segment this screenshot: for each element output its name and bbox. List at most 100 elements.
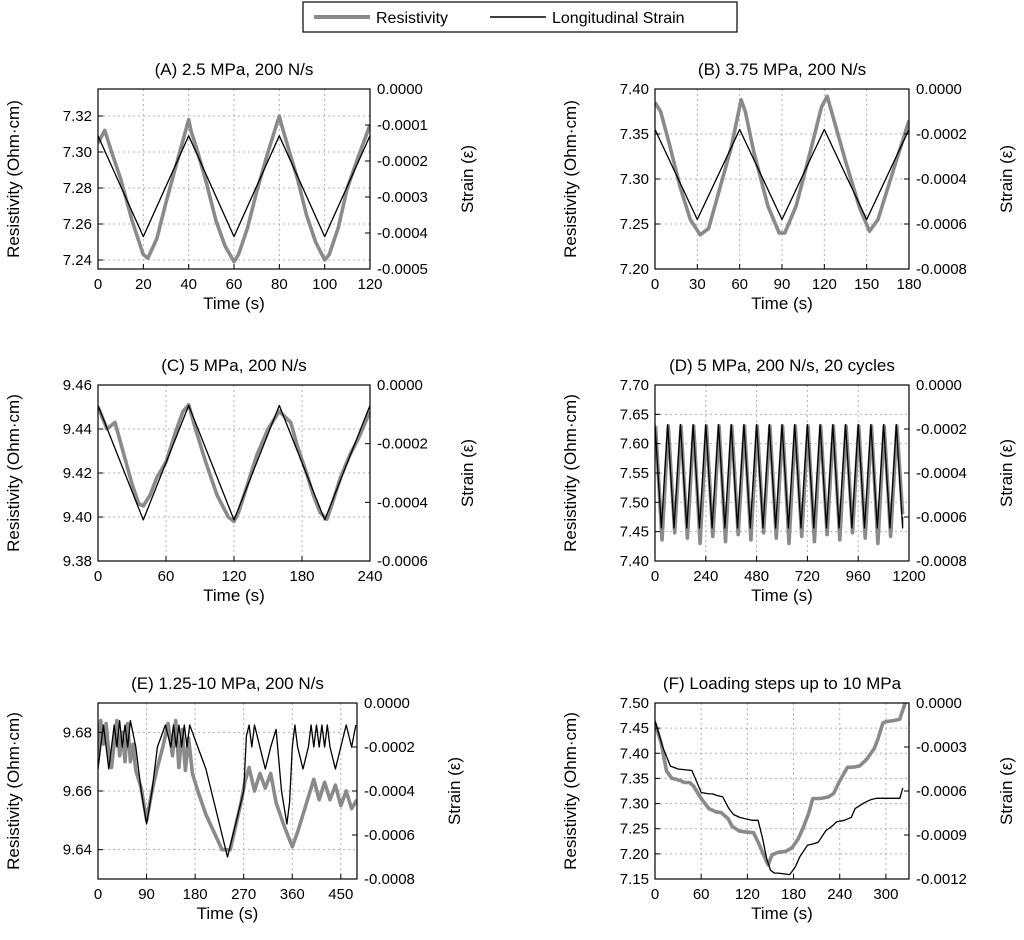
y-right-tick-label: -0.0009 <box>916 827 967 844</box>
y-right-tick-label: -0.0006 <box>364 827 415 844</box>
y-left-tick-label: 9.46 <box>63 377 92 394</box>
x-tick-label: 60 <box>158 568 175 585</box>
y-right-tick-label: 0.0000 <box>364 695 410 712</box>
x-tick-label: 180 <box>289 568 314 585</box>
y-right-tick-label: -0.0008 <box>916 553 967 570</box>
y-right-tick-label: -0.0002 <box>916 421 967 438</box>
y-right-tick-label: -0.0003 <box>377 189 428 206</box>
panel-title: (A) 2.5 MPa, 200 N/s <box>155 60 314 79</box>
y-right-axis-label: Strain (ε) <box>997 757 1016 825</box>
y-right-tick-label: -0.0004 <box>364 783 415 800</box>
y-right-tick-label: -0.0004 <box>377 225 428 242</box>
y-right-axis-label: Strain (ε) <box>458 439 477 507</box>
x-tick-label: 270 <box>231 886 256 903</box>
y-left-tick-label: 7.35 <box>620 770 649 787</box>
x-tick-label: 120 <box>221 568 246 585</box>
y-right-tick-label: -0.0004 <box>916 171 967 188</box>
x-tick-label: 120 <box>812 276 837 293</box>
y-left-tick-label: 7.30 <box>63 144 92 161</box>
y-left-axis-label: Resistivity (Ohm·cm) <box>561 100 580 258</box>
y-right-tick-label: -0.0005 <box>377 261 428 278</box>
y-left-tick-label: 7.40 <box>620 81 649 98</box>
x-axis-label: Time (s) <box>203 294 265 313</box>
x-tick-label: 40 <box>180 276 197 293</box>
x-tick-label: 80 <box>271 276 288 293</box>
y-left-tick-label: 7.25 <box>620 216 649 233</box>
y-right-tick-label: -0.0002 <box>916 126 967 143</box>
x-tick-label: 240 <box>827 886 852 903</box>
panel-title: (C) 5 MPa, 200 N/s <box>161 356 307 375</box>
panel-title: (E) 1.25-10 MPa, 200 N/s <box>131 674 324 693</box>
y-left-tick-label: 7.40 <box>620 745 649 762</box>
y-right-tick-label: -0.0002 <box>377 153 428 170</box>
y-left-tick-label: 7.45 <box>620 720 649 737</box>
x-axis-label: Time (s) <box>751 294 813 313</box>
y-right-tick-label: 0.0000 <box>916 377 962 394</box>
x-axis-label: Time (s) <box>751 586 813 605</box>
y-right-tick-label: 0.0000 <box>916 695 962 712</box>
y-right-axis-label: Strain (ε) <box>997 439 1016 507</box>
strain-line <box>98 404 370 521</box>
resistivity-line <box>98 403 370 524</box>
y-right-tick-label: -0.0003 <box>916 739 967 756</box>
x-tick-label: 960 <box>846 568 871 585</box>
legend-resistivity-label: Resistivity <box>376 10 448 27</box>
x-tick-label: 100 <box>312 276 337 293</box>
y-left-tick-label: 7.24 <box>63 252 92 269</box>
x-tick-label: 180 <box>781 886 806 903</box>
y-left-tick-label: 7.25 <box>620 821 649 838</box>
y-right-tick-label: -0.0004 <box>916 465 967 482</box>
y-right-tick-label: -0.0006 <box>916 783 967 800</box>
y-right-tick-label: -0.0012 <box>916 871 967 888</box>
y-left-tick-label: 7.20 <box>620 261 649 278</box>
x-tick-label: 180 <box>183 886 208 903</box>
y-left-tick-label: 9.40 <box>63 509 92 526</box>
legend: Resistivity Longitudinal Strain <box>302 1 738 33</box>
strain-line <box>655 720 904 876</box>
x-tick-label: 1200 <box>892 568 925 585</box>
x-tick-label: 60 <box>693 886 710 903</box>
panel-a: 0 20 40 60 80 100 120 7.24 7.26 7.28 7.30 7.32 0.000… <box>4 60 477 313</box>
y-left-tick-label: 7.35 <box>620 126 649 143</box>
resistivity-line <box>98 114 370 264</box>
strain-line <box>655 128 909 221</box>
y-left-tick-label: 7.28 <box>63 180 92 197</box>
x-tick-label: 30 <box>689 276 706 293</box>
x-tick-label: 150 <box>854 276 879 293</box>
y-right-tick-label: -0.0006 <box>377 553 428 570</box>
y-right-tick-label: -0.0002 <box>364 739 415 756</box>
y-left-tick-label: 7.32 <box>63 108 92 125</box>
x-axis-label: Time (s) <box>197 904 259 923</box>
x-tick-label: 0 <box>651 276 659 293</box>
y-left-tick-label: 7.45 <box>620 524 649 541</box>
y-right-tick-label: -0.0006 <box>916 509 967 526</box>
resistivity-line <box>655 94 909 237</box>
y-left-tick-label: 7.15 <box>620 871 649 888</box>
panel-d: 0 240 480 720 960 1200 7.40 7.45 7.50 7.55 7.60 7.6… <box>561 356 1016 605</box>
y-left-tick-label: 7.50 <box>620 494 649 511</box>
y-left-axis-label: Resistivity (Ohm·cm) <box>4 100 23 258</box>
y-right-tick-label: 0.0000 <box>916 81 962 98</box>
y-right-tick-label: 0.0000 <box>377 81 423 98</box>
x-tick-label: 0 <box>94 568 102 585</box>
x-tick-label: 20 <box>135 276 152 293</box>
panel-title: (B) 3.75 MPa, 200 N/s <box>698 60 866 79</box>
panel-title: (F) Loading steps up to 10 MPa <box>663 674 902 693</box>
x-tick-label: 120 <box>735 886 760 903</box>
y-left-tick-label: 7.26 <box>63 216 92 233</box>
y-left-tick-label: 7.30 <box>620 796 649 813</box>
x-tick-label: 720 <box>795 568 820 585</box>
strain-line <box>655 423 904 529</box>
y-left-tick-label: 7.30 <box>620 171 649 188</box>
x-tick-label: 120 <box>357 276 382 293</box>
y-right-axis-label: Strain (ε) <box>445 757 464 825</box>
y-left-tick-label: 9.64 <box>63 842 92 859</box>
x-tick-label: 300 <box>873 886 898 903</box>
x-tick-label: 60 <box>731 276 748 293</box>
x-axis-label: Time (s) <box>751 904 813 923</box>
panel-c: 0 60 120 180 240 9.38 9.40 9.42 9.44 9.46 0.0000 -0… <box>4 356 477 605</box>
panel-b: 0 30 60 90 120 150 180 7.20 7.25 7.30 7.35 7.40 0.00… <box>561 60 1016 313</box>
y-right-tick-label: -0.0008 <box>916 261 967 278</box>
x-tick-label: 450 <box>328 886 353 903</box>
